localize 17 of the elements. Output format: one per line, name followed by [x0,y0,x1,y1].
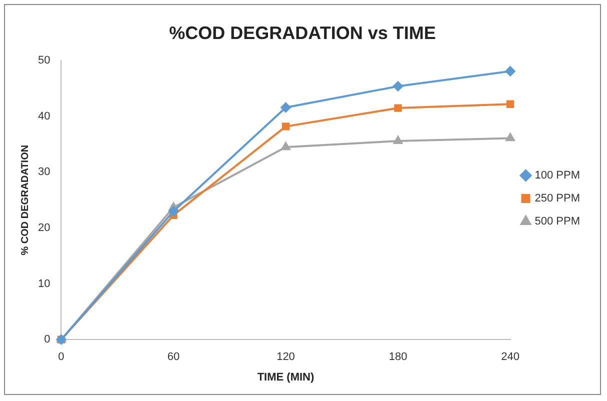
chart-title: %COD DEGRADATION vs TIME [169,22,436,43]
y-tick-label: 50 [38,54,50,67]
legend-label: 250 PPM [534,192,580,205]
x-tick-label: 60 [167,351,180,364]
y-tick-label: 10 [38,278,50,290]
y-tick-label: 40 [38,110,50,122]
y-tick-label: 30 [38,166,50,178]
x-tick-label: 240 [501,351,520,364]
x-tick-label: 120 [276,351,295,364]
x-axis-title: TIME (MIN) [257,371,314,384]
legend-label: 500 PPM [534,216,580,228]
y-tick-label: 0 [44,334,50,346]
x-tick-label: 0 [58,351,64,364]
y-axis-title: % COD DEGRADATION [20,144,31,256]
y-tick-label: 20 [38,222,50,234]
legend-label: 100 PPM [534,170,580,182]
x-tick-label: 180 [388,351,408,364]
